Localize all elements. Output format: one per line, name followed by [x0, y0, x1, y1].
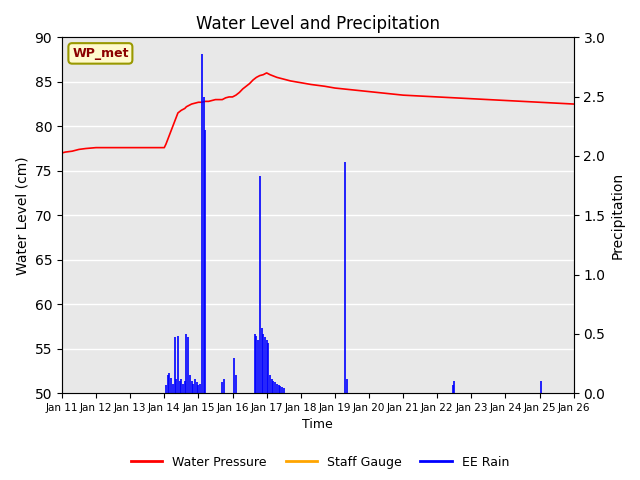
- Legend: Water Pressure, Staff Gauge, EE Rain: Water Pressure, Staff Gauge, EE Rain: [126, 451, 514, 474]
- Y-axis label: Precipitation: Precipitation: [611, 172, 625, 259]
- Y-axis label: Water Level (cm): Water Level (cm): [15, 156, 29, 275]
- X-axis label: Time: Time: [303, 419, 333, 432]
- Text: WP_met: WP_met: [72, 47, 129, 60]
- Title: Water Level and Precipitation: Water Level and Precipitation: [196, 15, 440, 33]
